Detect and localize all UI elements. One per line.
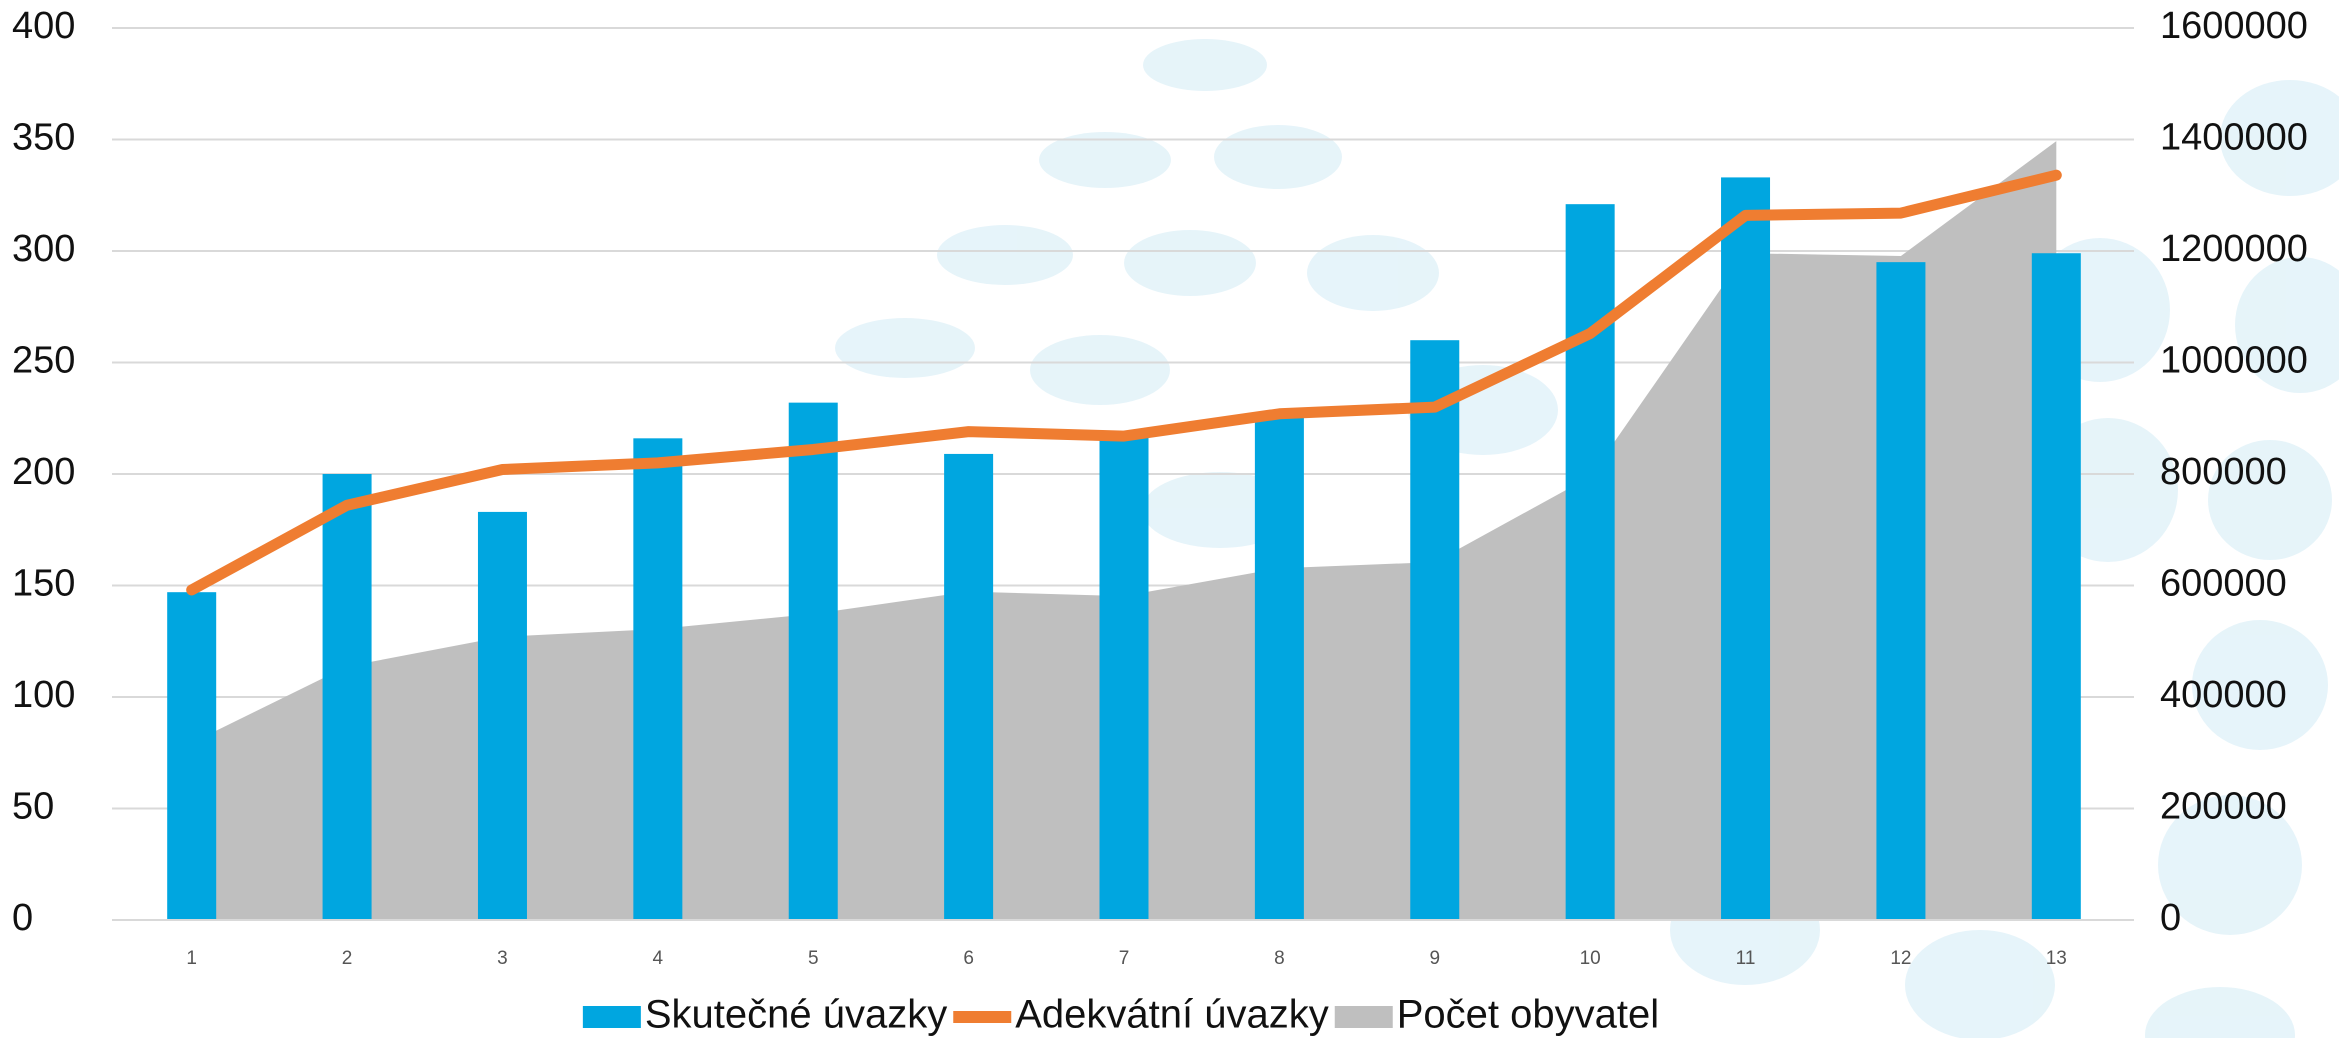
x-tick-label: 13 [2046,948,2067,969]
bar [477,511,527,920]
y-tick-label: 250 [12,340,75,382]
legend-swatch [1334,1006,1393,1028]
y-tick-label: 0 [12,897,33,939]
bar [1876,262,1926,920]
legend: Skutečné úvazky Adekvátní úvazky Počet oby… [582,993,1659,1037]
y2-tick-label: 600000 [2160,563,2287,605]
x-tick-label: 9 [1429,948,1440,969]
legend-swatch [953,1011,1012,1023]
bar [2031,253,2081,921]
x-tick-label: 7 [1119,948,1130,969]
bar [1410,340,1460,920]
legend-label: Adekvátní úvazky [1015,993,1329,1037]
y-tick-label: 50 [12,786,54,828]
x-tick-label: 12 [1890,948,1911,969]
y2-tick-label: 200000 [2160,786,2287,828]
bar [1099,433,1149,920]
x-tick-label: 6 [963,948,974,969]
y-tick-label: 350 [12,117,75,159]
y-tick-label: 200 [12,451,75,493]
lines [186,169,2062,596]
bar [633,438,683,920]
x-tick-label: 2 [342,948,353,969]
bar [1254,413,1304,920]
y2-tick-label: 400000 [2160,674,2287,716]
bar [788,402,838,920]
x-tick-label: 3 [497,948,508,969]
y2-tick-label: 800000 [2160,451,2287,493]
line [186,169,2062,596]
legend-swatch [582,1006,641,1028]
x-tick-label: 8 [1274,948,1285,969]
bar [322,474,372,920]
x-tick-label: 5 [808,948,819,969]
x-tick-label: 1 [186,948,197,969]
legend-label: Počet obyvatel [1397,993,1659,1037]
y2-tick-label: 0 [2160,897,2181,939]
y-tick-label: 300 [12,228,75,270]
bar [167,592,217,920]
bar [944,453,994,920]
y2-tick-label: 1600000 [2160,5,2308,47]
y-tick-label: 400 [12,5,75,47]
y2-tick-label: 1400000 [2160,117,2308,159]
bars [167,177,2081,921]
legend-label: Skutečné úvazky [645,993,947,1037]
y2-tick-label: 1200000 [2160,228,2308,270]
x-tick-label: 10 [1580,948,1601,969]
x-tick-label: 11 [1736,948,1756,969]
y-tick-label: 100 [12,674,75,716]
bar [1721,177,1771,920]
bar [1565,204,1615,921]
y-tick-label: 150 [12,563,75,605]
x-tick-label: 4 [653,948,664,969]
y2-tick-label: 1000000 [2160,340,2308,382]
